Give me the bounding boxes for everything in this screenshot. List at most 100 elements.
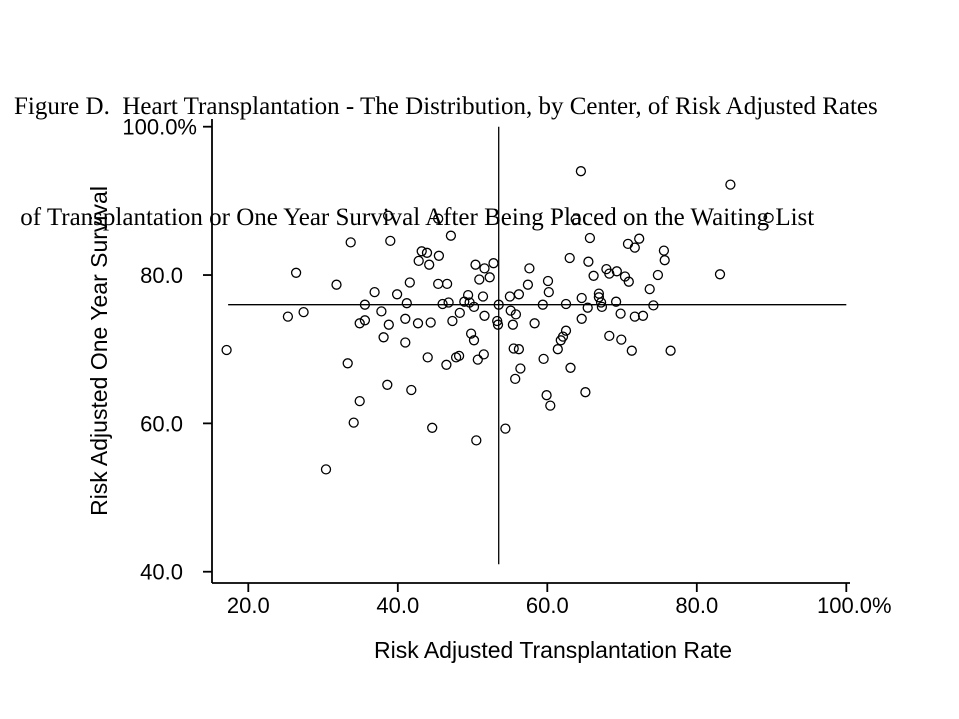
data-point <box>629 311 640 322</box>
figure-title: Figure D. Heart Transplantation - The Di… <box>14 14 954 310</box>
data-point <box>441 278 453 290</box>
data-point <box>513 344 525 355</box>
data-point <box>537 299 548 310</box>
x-axis-title: Risk Adjusted Transplantation Rate <box>374 637 732 663</box>
y-axis-title: Risk Adjusted One Year Survival <box>86 186 112 516</box>
data-point <box>422 352 433 363</box>
data-point <box>465 328 477 339</box>
data-point <box>588 270 599 281</box>
x-axis-tick-label: 20.0 <box>227 593 270 618</box>
data-point <box>575 166 587 177</box>
y-axis-tick-label: 60.0 <box>140 411 183 436</box>
data-point <box>725 179 736 190</box>
data-point <box>524 263 535 274</box>
data-point <box>557 331 569 342</box>
data-point <box>471 435 482 446</box>
data-point <box>492 319 504 330</box>
data-point <box>560 298 572 310</box>
data-point <box>626 345 637 356</box>
data-point <box>543 286 554 298</box>
data-point <box>565 362 576 373</box>
data-point <box>412 318 424 329</box>
data-point <box>413 255 424 267</box>
data-point <box>447 315 458 327</box>
data-point <box>404 277 415 288</box>
data-point <box>648 300 659 311</box>
data-point <box>478 349 489 360</box>
data-point <box>484 272 495 283</box>
x-axis-tick-label: 100.0% <box>817 593 892 618</box>
data-point <box>385 235 396 247</box>
data-point <box>348 417 359 428</box>
data-point <box>505 305 516 316</box>
data-point <box>552 344 563 355</box>
y-axis-tick-label: 40.0 <box>140 560 183 585</box>
data-point <box>406 384 417 396</box>
data-point <box>400 313 411 324</box>
data-point <box>634 233 645 244</box>
y-axis-tick-label: 80.0 <box>140 263 183 288</box>
data-point <box>500 423 511 434</box>
data-point <box>570 214 581 225</box>
data-point <box>564 252 575 264</box>
data-point <box>493 299 504 310</box>
data-point <box>354 318 365 329</box>
data-point <box>513 289 525 300</box>
data-point <box>470 259 481 270</box>
data-point <box>576 292 587 304</box>
data-point <box>378 332 389 343</box>
data-point <box>443 297 454 308</box>
data-point <box>529 318 540 329</box>
data-point <box>623 276 634 287</box>
data-point <box>637 310 649 321</box>
data-point <box>508 343 519 354</box>
data-point <box>538 353 549 365</box>
data-point <box>433 250 445 261</box>
data-point <box>382 210 394 221</box>
data-point <box>416 246 427 257</box>
data-point <box>593 292 605 303</box>
data-point <box>582 302 593 313</box>
data-point <box>425 317 436 328</box>
data-point <box>479 310 490 321</box>
data-point <box>622 238 634 250</box>
data-point <box>545 400 556 411</box>
data-point <box>359 299 371 310</box>
data-point <box>391 289 403 300</box>
data-point <box>595 297 607 308</box>
data-point <box>596 301 608 313</box>
data-point <box>507 319 519 330</box>
data-point <box>437 298 448 310</box>
data-point <box>515 363 526 374</box>
data-point <box>474 274 485 285</box>
data-point <box>290 267 302 278</box>
data-point <box>401 298 412 309</box>
data-point <box>763 212 774 224</box>
data-point <box>510 373 521 385</box>
data-point <box>488 258 499 269</box>
x-axis-tick-label: 60.0 <box>526 593 569 618</box>
data-point <box>604 268 615 279</box>
data-point <box>658 245 670 256</box>
data-point <box>611 266 622 277</box>
data-point <box>331 279 342 290</box>
data-point <box>541 390 552 401</box>
figure-title-line1: Figure D. Heart Transplantation - The Di… <box>14 93 878 120</box>
data-point <box>400 337 411 348</box>
data-point <box>583 256 594 267</box>
data-point <box>615 308 626 319</box>
data-point <box>282 311 294 322</box>
data-point <box>652 269 664 281</box>
data-point <box>298 306 309 318</box>
data-point <box>510 309 522 320</box>
figure-title-line2: of Transplantation or One Year Survival … <box>14 204 815 231</box>
data-point <box>560 325 572 336</box>
data-point <box>345 237 356 248</box>
data-point <box>445 230 457 241</box>
data-point <box>492 315 503 327</box>
data-point <box>584 232 596 244</box>
data-point <box>522 279 534 290</box>
data-point <box>421 247 433 258</box>
